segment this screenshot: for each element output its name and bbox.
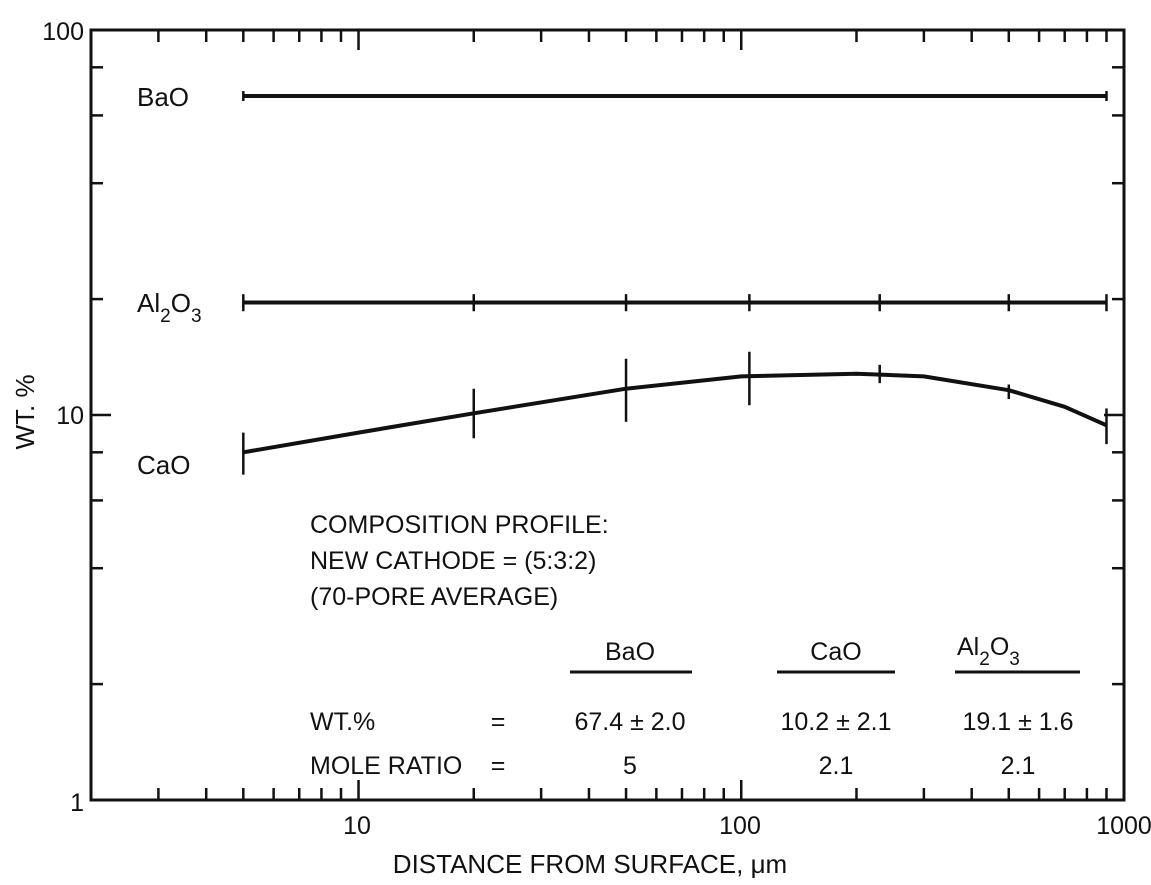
table-header-cao: CaO [810,638,861,666]
row-eq-wt: = [491,708,506,736]
x-tick-label-1000: 1000 [1096,812,1151,840]
annotation-line-2: NEW CATHODE = (5:3:2) [310,547,596,575]
x-tick-label-100: 100 [719,812,761,840]
row-wt-al2o3: 19.1 ± 1.6 [962,708,1073,736]
y-tick-label-100: 100 [42,18,84,46]
bao-series [242,91,1108,102]
hdr-al2o3-al: Al [957,633,979,661]
al2o3-sub-3: 3 [191,306,202,327]
al2o3-series [242,294,1108,312]
al2o3-al: Al [137,288,160,318]
hdr-al2o3-o: O [990,633,1009,661]
row-mole-cao: 2.1 [819,752,854,780]
cao-series [242,351,1108,475]
axis-ticks [89,28,1126,802]
series-label-al2o3: Al2O3 [137,288,202,327]
y-tick-label-10: 10 [56,402,84,430]
row-wt-cao: 10.2 ± 2.1 [780,708,891,736]
x-axis-title: DISTANCE FROM SURFACE, μm [393,849,787,879]
row-eq-mole: = [491,752,506,780]
table-header-al2o3: Al2O3 [957,633,1020,670]
row-mole-al2o3: 2.1 [1001,752,1036,780]
al2o3-o: O [171,288,191,318]
row-wt-bao: 67.4 ± 2.0 [574,708,685,736]
cao-series-line [242,371,1108,455]
row-label-wt: WT.% [310,708,375,736]
table-header-bao: BaO [605,638,655,666]
plot-axes [89,28,1126,802]
data-series [242,91,1108,475]
annotation-line-1: COMPOSITION PROFILE: [310,511,609,539]
y-tick-label-1: 1 [70,789,84,817]
annotation-line-3: (70-PORE AVERAGE) [310,583,558,611]
row-mole-bao: 5 [623,752,637,780]
plot-frame [89,28,1126,802]
x-tick-label-10: 10 [343,812,371,840]
row-label-mole: MOLE RATIO [310,752,462,780]
y-axis-title: WT. % [10,374,40,449]
hdr-al2o3-sub-2: 2 [979,649,990,670]
hdr-al2o3-sub-3: 3 [1009,649,1020,670]
series-label-cao: CaO [137,450,190,480]
al2o3-sub-2: 2 [160,306,171,327]
series-label-bao: BaO [137,82,189,112]
